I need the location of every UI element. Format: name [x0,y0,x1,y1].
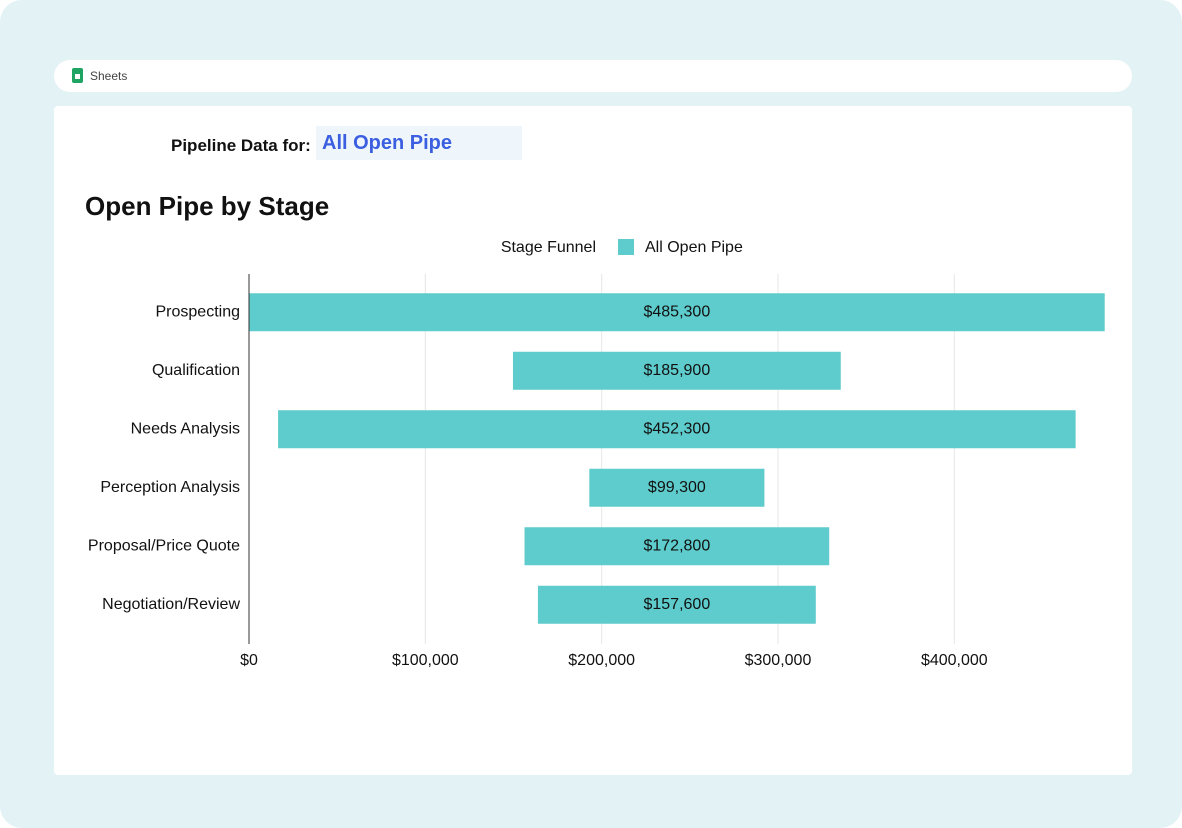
x-tick-label: $400,000 [921,652,988,669]
chart-title: Open Pipe by Stage [85,191,329,221]
filter-label: Pipeline Data for: [171,136,311,155]
y-tick-label: Proposal/Price Quote [88,537,240,554]
data-label: $99,300 [648,479,706,496]
y-tick-label: Prospecting [156,303,241,320]
filter-value[interactable]: All Open Pipe [316,126,522,160]
legend-label: All Open Pipe [645,239,743,256]
legend-swatch [618,239,634,255]
bar [278,410,1076,449]
data-label: $157,600 [643,596,710,613]
data-label: $172,800 [643,537,710,554]
bar [512,351,841,390]
y-tick-label: Needs Analysis [131,420,240,437]
app-bar: Sheets [54,60,1132,92]
app-icon [72,68,83,83]
x-tick-label: $200,000 [568,652,635,669]
data-label: $185,900 [643,362,710,379]
y-tick-label: Qualification [152,362,240,379]
app-name: Sheets [90,69,128,83]
x-tick-label: $0 [240,652,258,669]
legend-title: Stage Funnel [501,239,596,256]
y-tick-label: Perception Analysis [100,479,240,496]
data-label: $485,300 [643,303,710,320]
x-tick-label: $100,000 [392,652,459,669]
bar [524,527,830,566]
y-tick-label: Negotiation/Review [102,596,240,613]
bar [537,585,816,624]
bar [589,468,765,507]
bar [249,293,1105,332]
data-label: $452,300 [643,420,710,437]
x-tick-label: $300,000 [745,652,812,669]
